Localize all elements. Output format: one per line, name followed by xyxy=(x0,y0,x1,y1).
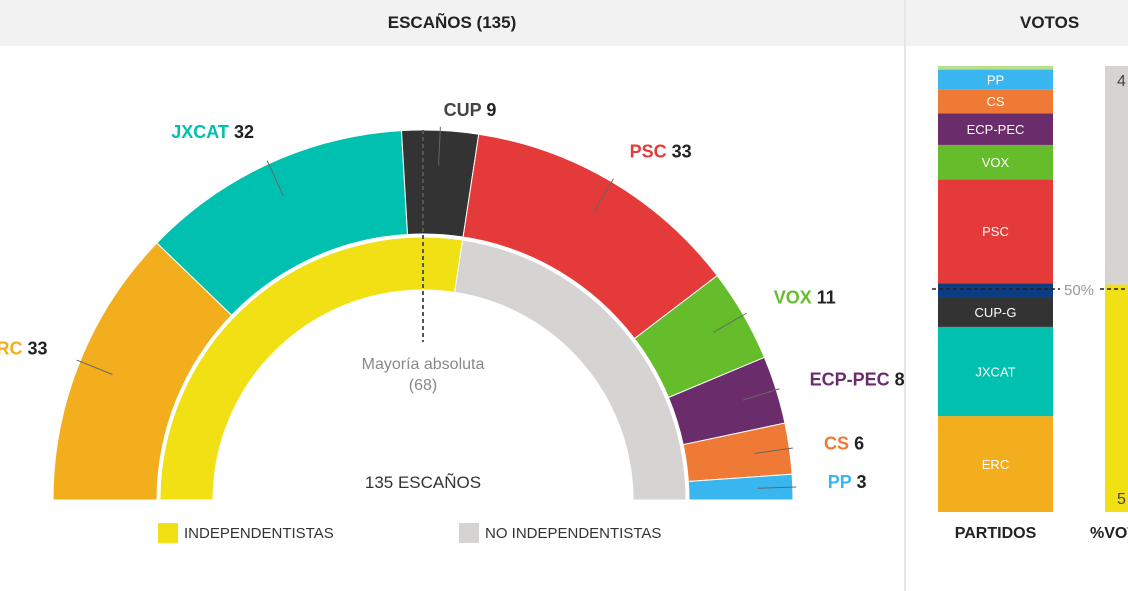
leader-line xyxy=(266,160,284,196)
party-name: CUP xyxy=(444,100,487,120)
party-name: PP xyxy=(828,472,857,492)
seat-segment-pp xyxy=(687,473,794,501)
party-name: VOX xyxy=(774,288,817,308)
seat-count: 8 xyxy=(895,369,905,389)
leader-line xyxy=(712,312,747,333)
bloc-segment xyxy=(454,239,687,501)
party-name: CS xyxy=(824,434,854,454)
vote-segment-label: VOX xyxy=(982,155,1010,170)
legend-swatch xyxy=(459,523,479,543)
vote-segment xyxy=(938,297,1053,327)
leader-line xyxy=(593,178,614,213)
leader-line xyxy=(757,486,797,489)
vote-segment xyxy=(1105,284,1128,512)
vote-percent-label: 5 xyxy=(1117,491,1126,508)
leader-line xyxy=(742,388,780,401)
legend-label: NO INDEPENDENTISTAS xyxy=(485,524,662,542)
legend-no-independentistas: NO INDEPENDENTISTAS xyxy=(459,523,661,543)
seat-label-ecp-pec: ECP-PEC 8 xyxy=(810,369,905,389)
vote-segment xyxy=(938,89,1053,114)
vote-segment-label: PP xyxy=(987,72,1004,87)
leader-line xyxy=(754,447,793,454)
vote-segment-label: CUP-G xyxy=(975,305,1017,320)
party-name: PSC xyxy=(630,142,672,162)
vote-segment xyxy=(1105,66,1128,285)
leader-line xyxy=(76,359,113,375)
votes-header: VOTOS xyxy=(906,0,1128,46)
seat-count: 33 xyxy=(672,142,692,162)
divider xyxy=(904,0,906,591)
vote-percent-label: 4 xyxy=(1117,73,1126,90)
seat-label-erc: ERC 33 xyxy=(0,338,47,358)
seat-label-jxcat: JXCAT 32 xyxy=(171,122,254,142)
seat-label-cup: CUP 9 xyxy=(444,100,497,120)
vote-segment xyxy=(938,69,1053,90)
vote-segment-label: ECP-PEC xyxy=(967,122,1025,137)
vote-segment-label: CS xyxy=(986,94,1004,109)
vote-segment xyxy=(938,144,1053,180)
party-name: ERC xyxy=(0,338,27,358)
seat-label-vox: VOX 11 xyxy=(774,288,836,308)
legend-label: INDEPENDENTISTAS xyxy=(184,524,334,542)
vote-segment-label: ERC xyxy=(982,457,1009,472)
legend-swatch xyxy=(158,523,178,543)
seats-header: ESCAÑOS (135) xyxy=(0,0,904,46)
legend-independentistas: INDEPENDENTISTAS xyxy=(158,523,334,543)
seat-count: 11 xyxy=(817,288,836,308)
seat-label-cs: CS 6 xyxy=(824,434,864,454)
seat-count: 33 xyxy=(27,338,47,358)
seat-label-pp: PP 3 xyxy=(828,472,867,492)
party-name: JXCAT xyxy=(171,122,234,142)
fifty-percent-label: 50% xyxy=(1064,282,1094,299)
vote-segment-label: PSC xyxy=(982,224,1009,239)
majority-value: (68) xyxy=(409,377,437,394)
seat-count: 6 xyxy=(854,434,864,454)
vote-segment xyxy=(938,326,1053,417)
seat-count: 9 xyxy=(486,100,496,120)
leader-line xyxy=(438,126,441,166)
vote-segment xyxy=(938,113,1053,145)
majority-label: Mayoría absoluta xyxy=(362,356,485,373)
bar-label: %VOTOS xyxy=(1090,525,1128,542)
total-seats-label: 135 ESCAÑOS xyxy=(365,473,481,492)
vote-segment-label: JXCAT xyxy=(975,365,1015,380)
party-name: ECP-PEC xyxy=(810,369,895,389)
seat-count: 3 xyxy=(856,472,866,492)
vote-segment xyxy=(938,179,1053,284)
bar-label: PARTIDOS xyxy=(955,525,1037,542)
vote-segment xyxy=(938,283,1053,298)
seat-label-psc: PSC 33 xyxy=(630,142,692,162)
vote-segment xyxy=(938,416,1053,512)
seat-count: 32 xyxy=(234,122,254,142)
vote-segment xyxy=(938,66,1053,70)
